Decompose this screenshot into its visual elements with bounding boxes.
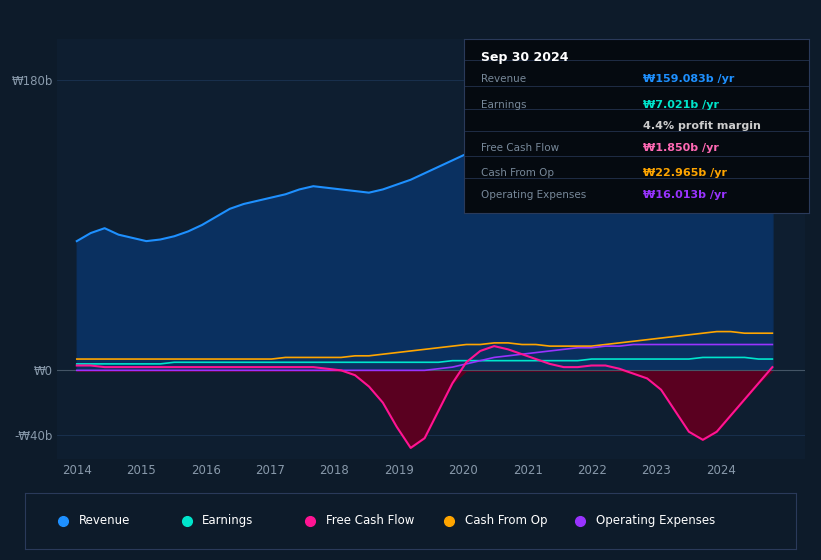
Text: Sep 30 2024: Sep 30 2024	[481, 52, 569, 64]
Text: 4.4% profit margin: 4.4% profit margin	[643, 121, 761, 131]
Text: Earnings: Earnings	[481, 100, 526, 110]
Text: Operating Expenses: Operating Expenses	[481, 190, 586, 200]
Text: Free Cash Flow: Free Cash Flow	[481, 143, 559, 153]
Text: Free Cash Flow: Free Cash Flow	[326, 514, 414, 528]
Text: Earnings: Earnings	[202, 514, 254, 528]
Text: ₩1.850b /yr: ₩1.850b /yr	[643, 143, 719, 153]
Text: Cash From Op: Cash From Op	[465, 514, 547, 528]
Text: ₩159.083b /yr: ₩159.083b /yr	[643, 74, 735, 84]
Text: Operating Expenses: Operating Expenses	[596, 514, 715, 528]
Text: Cash From Op: Cash From Op	[481, 167, 554, 178]
Text: Revenue: Revenue	[481, 74, 526, 84]
Text: ₩22.965b /yr: ₩22.965b /yr	[643, 167, 727, 178]
Text: Revenue: Revenue	[79, 514, 130, 528]
Text: ₩16.013b /yr: ₩16.013b /yr	[643, 190, 727, 200]
Text: ₩7.021b /yr: ₩7.021b /yr	[643, 100, 719, 110]
